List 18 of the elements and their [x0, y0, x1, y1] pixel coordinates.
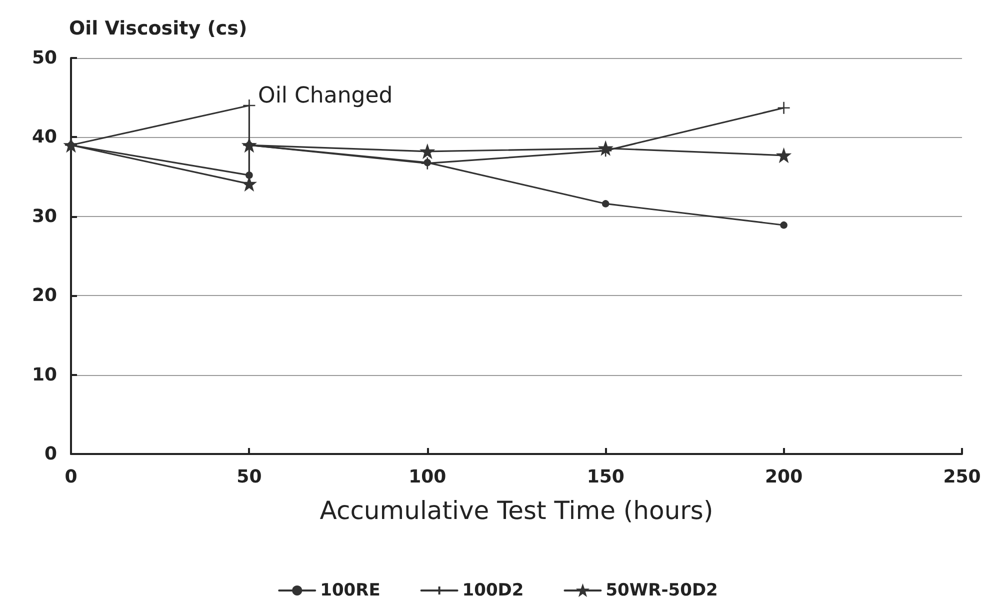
- legend-label: 100RE: [320, 580, 380, 600]
- y-tick-label: 20: [32, 285, 57, 306]
- annotation: Oil Changed: [258, 84, 393, 108]
- y-tick-label: 40: [32, 126, 57, 148]
- legend-label: 50WR-50D2: [606, 580, 718, 600]
- y-tick-label: 10: [32, 364, 57, 386]
- x-tick-label: 100: [408, 466, 446, 488]
- x-tick-label: 0: [64, 466, 78, 488]
- chart-title: Oil Viscosity (cs): [69, 18, 248, 40]
- y-tick-label: 0: [44, 444, 57, 464]
- x-tick-label: 250: [943, 466, 981, 488]
- x-axis-title: Accumulative Test Time (hours): [320, 496, 714, 525]
- y-tick-label: 30: [32, 206, 57, 227]
- x-tick-label: 50: [236, 466, 262, 488]
- legend-label: 100D2: [462, 580, 524, 600]
- x-tick-label: 150: [586, 466, 624, 488]
- x-tick-label: 200: [765, 466, 803, 488]
- y-tick-label: 50: [32, 48, 57, 68]
